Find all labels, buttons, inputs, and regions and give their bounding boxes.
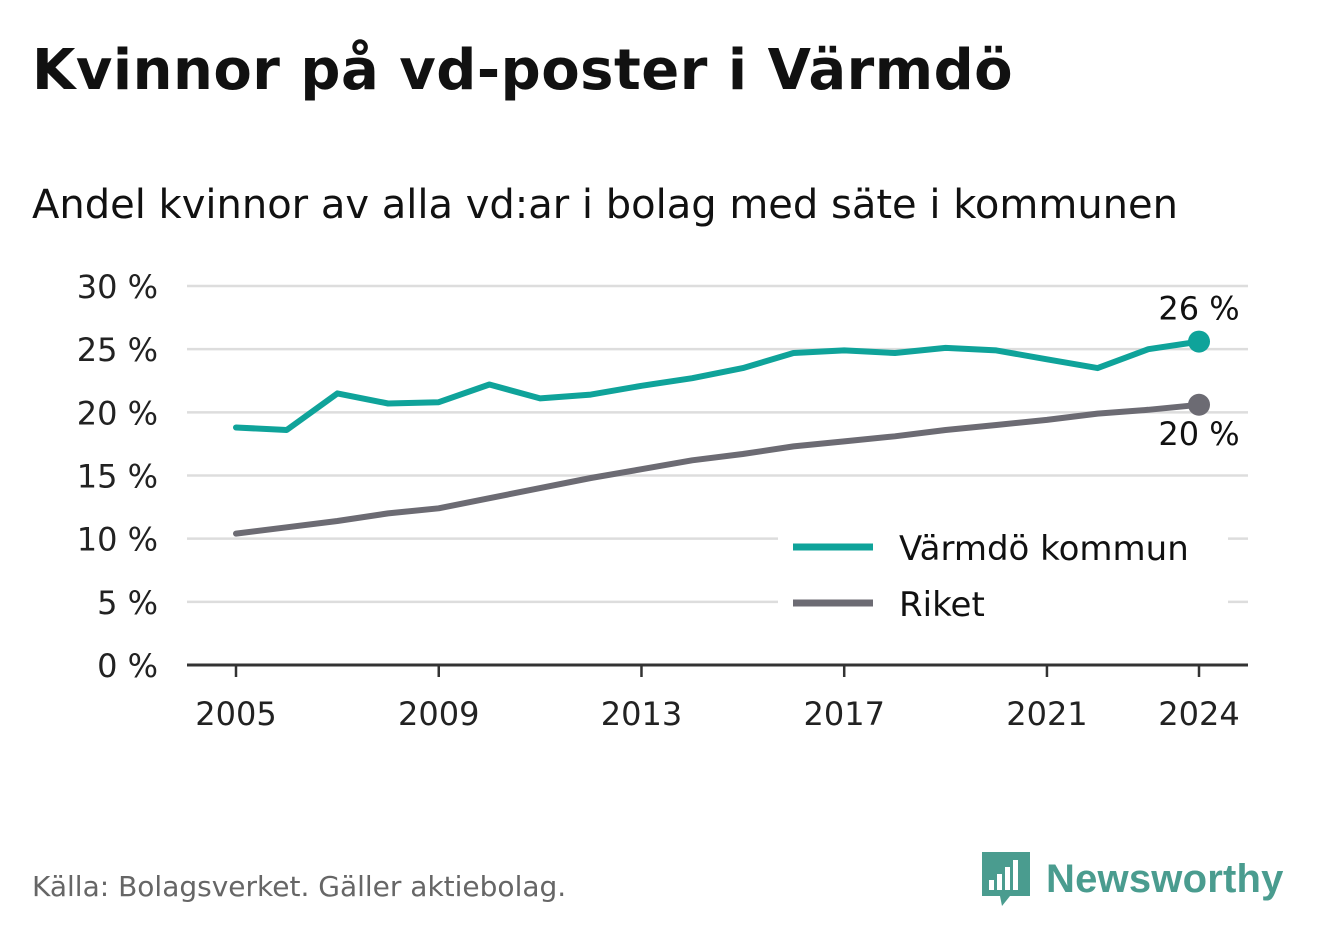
- y-tick-label: 10 %: [77, 521, 158, 559]
- chart-title: Kvinnor på vd-poster i Värmdö: [32, 38, 1014, 103]
- brand-logo[interactable]: Newsworthy: [980, 850, 1284, 908]
- end-marker-riket: [1188, 393, 1210, 416]
- y-tick-label: 25 %: [77, 331, 158, 369]
- x-tick-labels: 2005 2009 2013 2017 2021 2024: [195, 695, 1239, 733]
- x-tick-label: 2005: [195, 695, 276, 733]
- legend: Värmdö kommun Riket: [778, 516, 1228, 636]
- y-tick-label: 5 %: [97, 584, 158, 622]
- x-tick-label: 2009: [398, 695, 479, 733]
- newsworthy-logo-icon: [982, 852, 1030, 906]
- y-tick-labels: 0 % 5 % 10 % 15 % 20 % 25 % 30 %: [77, 268, 158, 685]
- x-axis: [187, 663, 1248, 677]
- series-line-riket: [233, 401, 1202, 537]
- y-gridlines: [187, 284, 1248, 604]
- series-end-markers: 26 % 20 %: [1158, 290, 1239, 453]
- y-tick-label: 30 %: [77, 268, 158, 306]
- legend-label-riket: Riket: [899, 585, 985, 625]
- legend-background: [778, 516, 1228, 636]
- y-tick-label: 0 %: [97, 647, 158, 685]
- x-tick-label: 2021: [1006, 695, 1087, 733]
- y-tick-label: 20 %: [77, 394, 158, 432]
- series-line-kommun: [233, 338, 1202, 433]
- legend-label-kommun: Värmdö kommun: [899, 529, 1189, 569]
- end-marker-kommun: [1188, 330, 1210, 353]
- brand-name: Newsworthy: [1046, 856, 1284, 901]
- source-note: Källa: Bolagsverket. Gäller aktiebolag.: [32, 870, 567, 903]
- series-lines: [233, 338, 1202, 537]
- x-tick-label: 2017: [803, 695, 884, 733]
- y-tick-label: 15 %: [77, 458, 158, 496]
- end-label-riket: 20 %: [1158, 415, 1239, 453]
- chart-subtitle: Andel kvinnor av alla vd:ar i bolag med …: [32, 182, 1178, 228]
- end-label-kommun: 26 %: [1158, 290, 1239, 328]
- x-tick-label: 2013: [601, 695, 682, 733]
- x-tick-label: 2024: [1158, 695, 1239, 733]
